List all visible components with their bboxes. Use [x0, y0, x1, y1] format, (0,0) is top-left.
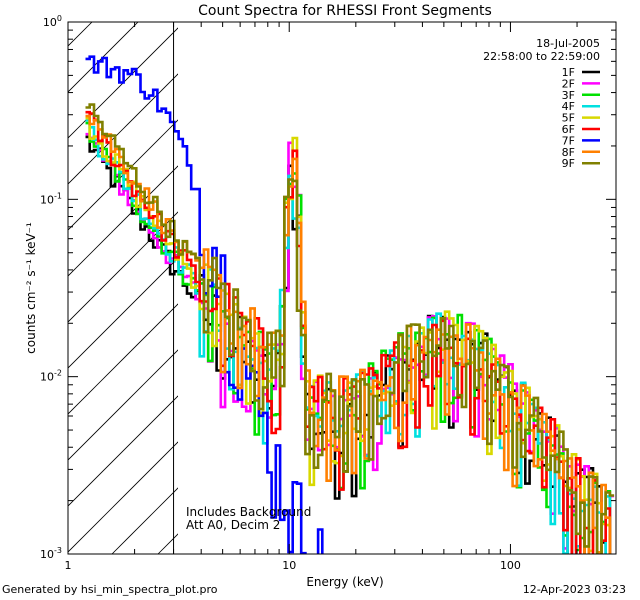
spectrum-line-4F	[85, 119, 612, 554]
legend-label: 8F	[562, 146, 575, 159]
y-tick-label: 10-3	[40, 546, 62, 561]
annotation-attenuator: Att A0, Decim 2	[186, 518, 280, 532]
x-tick-label: 10	[282, 559, 296, 572]
x-axis-label: Energy (keV)	[306, 575, 383, 589]
legend-label: 1F	[562, 66, 575, 79]
spectrum-line-7F	[85, 55, 324, 554]
spectrum-line-3F	[85, 121, 612, 554]
x-tick-label: 1	[65, 559, 72, 572]
legend-label: 3F	[562, 89, 575, 102]
chart-title: Count Spectra for RHESSI Front Segments	[198, 3, 492, 19]
generated-date-label: 12-Apr-2023 03:23	[522, 583, 626, 596]
spectrum-line-2F	[85, 132, 615, 554]
legend-label: 7F	[562, 134, 575, 147]
y-tick-label: 100	[43, 14, 62, 29]
spectrum-line-5F	[85, 116, 612, 554]
plot-frame	[67, 21, 617, 555]
x-tick-label: 100	[500, 559, 521, 572]
legend-label: 4F	[562, 100, 575, 113]
low-energy-hatched-region	[68, 22, 178, 554]
spectrum-line-9F	[85, 103, 615, 554]
spectrum-line-1F	[85, 135, 607, 554]
legend-label: 2F	[562, 77, 575, 90]
legend-label: 9F	[562, 157, 575, 170]
annotation-background: Includes Background	[186, 505, 311, 519]
date-label: 18-Jul-2005	[536, 37, 600, 50]
time-range-label: 22:58:00 to 22:59:00	[483, 50, 600, 63]
legend-label: 5F	[562, 112, 575, 125]
spectrum-line-8F	[85, 114, 612, 554]
y-tick-label: 10-2	[40, 369, 62, 384]
spectrum-line-6F	[85, 110, 612, 554]
generated-by-label: Generated by hsi_min_spectra_plot.pro	[2, 583, 218, 596]
y-tick-label: 10-1	[40, 191, 62, 206]
y-axis-label: counts cm⁻² s⁻¹ keV⁻¹	[24, 222, 38, 354]
legend-label: 6F	[562, 123, 575, 136]
